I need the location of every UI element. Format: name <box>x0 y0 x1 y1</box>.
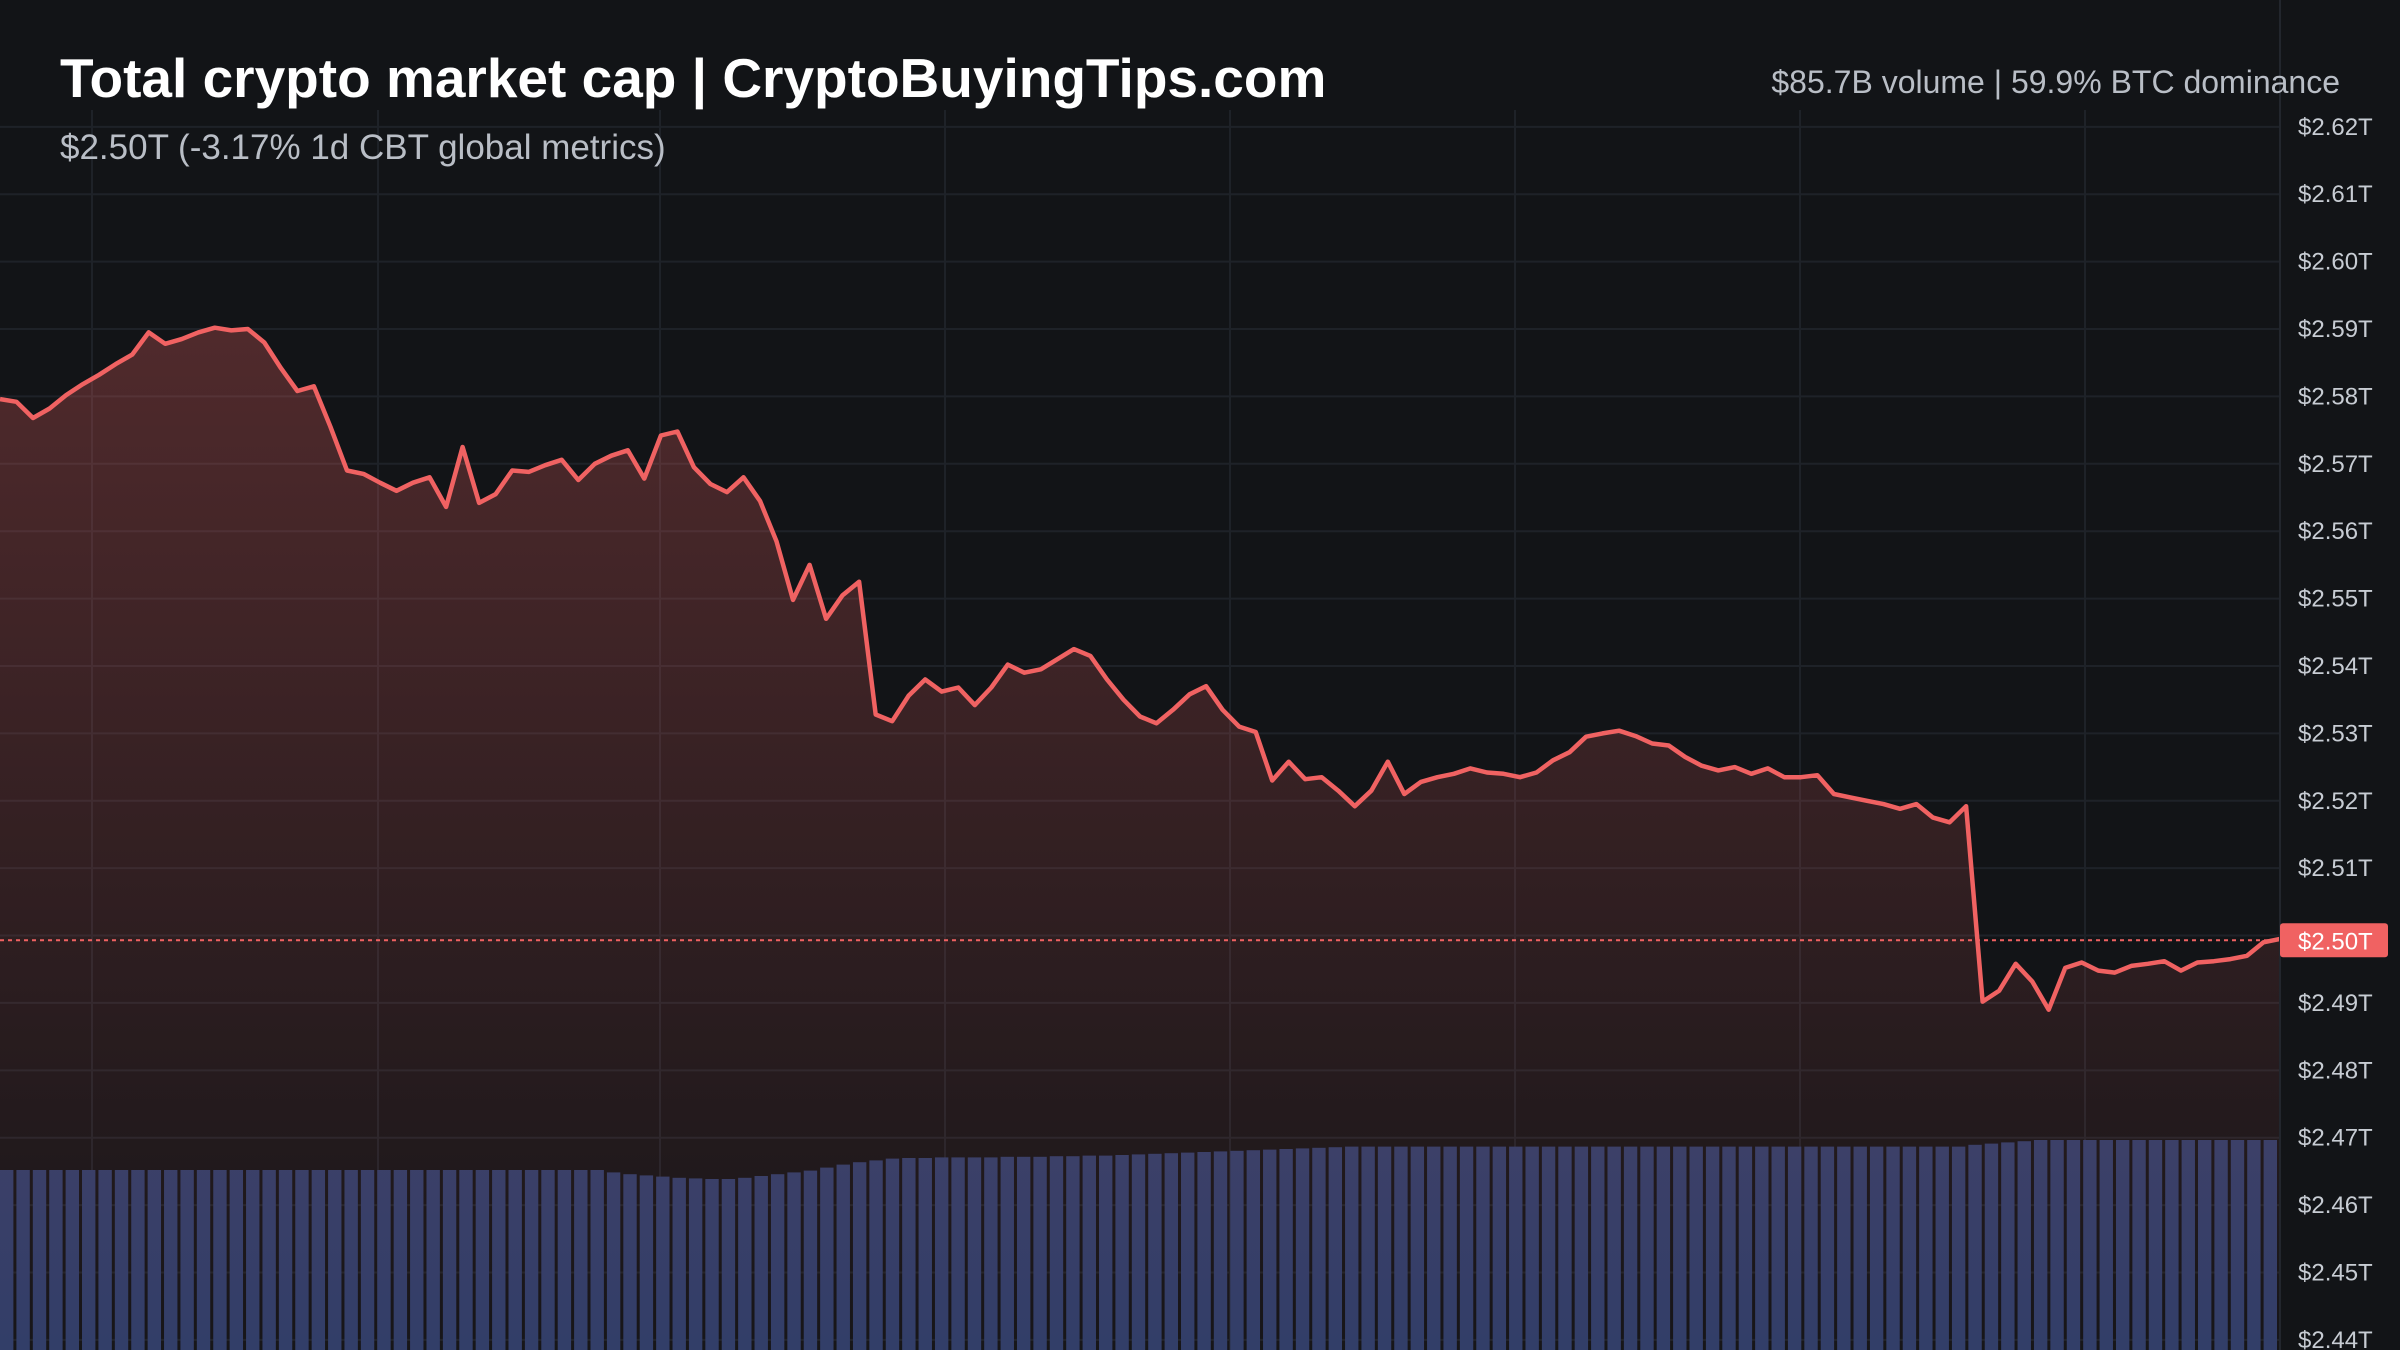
y-tick-label: $2.45T <box>2298 1260 2373 1287</box>
y-tick-label: $2.53T <box>2298 720 2373 747</box>
y-tick-label: $2.58T <box>2298 383 2373 410</box>
price-line-group <box>0 325 2281 1012</box>
y-tick-label: $2.62T <box>2298 114 2373 141</box>
y-tick-label: $2.54T <box>2298 653 2373 680</box>
y-axis: $2.62T $2.61T $2.60T $2.59T $2.58T $2.57T $2.5… <box>2279 0 2388 1350</box>
y-tick-label: $2.56T <box>2298 518 2373 545</box>
current-price-badge <box>2280 923 2388 958</box>
y-tick-label: $2.46T <box>2298 1192 2373 1219</box>
current-price-label: $2.50T <box>2298 928 2373 955</box>
y-tick-label: $2.57T <box>2298 451 2373 478</box>
chart-title: Total crypto market cap | CryptoBuyingTi… <box>60 47 1327 109</box>
y-tick-label: $2.52T <box>2298 788 2373 815</box>
y-tick-label: $2.60T <box>2298 249 2373 276</box>
y-tick-label: $2.55T <box>2298 586 2373 613</box>
area-fill-path <box>0 327 2280 1350</box>
y-tick-label: $2.47T <box>2298 1125 2373 1152</box>
chart-subtitle: $2.50T (-3.17% 1d CBT global metrics) <box>60 128 666 167</box>
price-line <box>0 325 2281 1012</box>
y-tick-label: $2.59T <box>2298 316 2373 343</box>
y-tick-label: $2.48T <box>2298 1057 2373 1084</box>
y-tick-label: $2.61T <box>2298 181 2373 208</box>
market-stats: $85.7B volume | 59.9% BTC dominance <box>1771 64 2340 100</box>
area-fill <box>0 327 2280 1350</box>
y-tick-label: $2.44T <box>2298 1327 2373 1350</box>
y-tick-label: $2.49T <box>2298 990 2373 1017</box>
y-tick-label: $2.51T <box>2298 855 2373 882</box>
